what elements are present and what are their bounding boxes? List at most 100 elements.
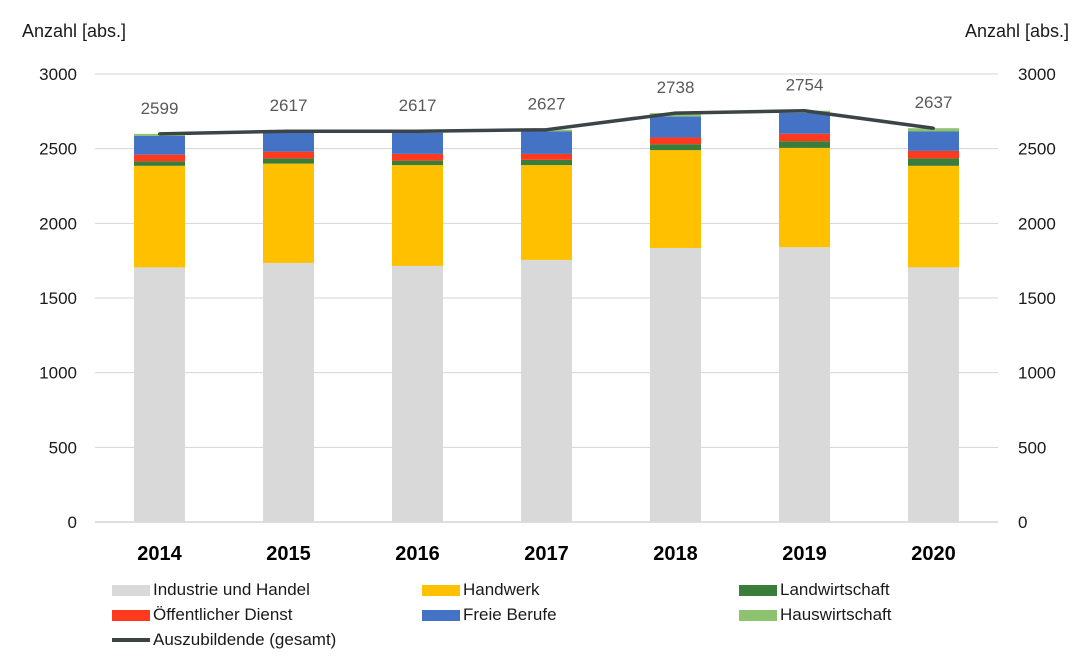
y-axis-label-left: Anzahl [abs.] bbox=[22, 21, 126, 41]
bar-segment bbox=[392, 160, 443, 166]
x-tick-label: 2017 bbox=[524, 543, 569, 565]
bar-segment bbox=[521, 165, 572, 260]
legend-label: Landwirtschaft bbox=[780, 580, 890, 599]
bar-segment bbox=[392, 153, 443, 161]
total-data-label: 2617 bbox=[270, 96, 308, 115]
bar-segment bbox=[779, 112, 830, 134]
bar-segment bbox=[650, 150, 701, 248]
y-tick-label-left: 3000 bbox=[39, 65, 77, 84]
bar-segment bbox=[263, 262, 314, 522]
bar-layer bbox=[134, 110, 959, 522]
bar-segment bbox=[521, 131, 572, 154]
legend-label: Freie Berufe bbox=[463, 605, 557, 624]
x-tick-label: 2020 bbox=[911, 543, 956, 565]
line-layer bbox=[158, 108, 935, 136]
bar-segment bbox=[521, 153, 572, 160]
total-data-label: 2627 bbox=[528, 95, 566, 114]
y-tick-label-left: 1500 bbox=[39, 289, 77, 308]
y-tick-label-left: 1000 bbox=[39, 364, 77, 383]
total-data-label: 2617 bbox=[399, 96, 437, 115]
bar-segment bbox=[908, 131, 959, 151]
x-tick-label: 2014 bbox=[137, 543, 182, 565]
legend-item-auszubildende-gesamt: Auszubildende (gesamt) bbox=[112, 628, 336, 652]
y-tick-label-left: 2500 bbox=[39, 140, 77, 159]
total-data-label: 2637 bbox=[915, 93, 953, 112]
legend-item-freie-berufe: Freie Berufe bbox=[422, 603, 557, 627]
legend-label: Hauswirtschaft bbox=[780, 605, 892, 624]
bar-segment bbox=[908, 158, 959, 166]
legend-item-hauswirtschaft: Hauswirtschaft bbox=[739, 603, 891, 627]
total-data-label: 2738 bbox=[657, 78, 695, 97]
bar-segment bbox=[650, 247, 701, 522]
bar-segment bbox=[908, 267, 959, 522]
label-layer: 0 0 500 500 1000 1000 1500 1500 2000 2000 2500 2500… bbox=[39, 65, 1056, 565]
legend-label: Öffentlicher Dienst bbox=[153, 605, 293, 624]
legend-item-industrie-und-handel: Industrie und Handel bbox=[112, 578, 310, 602]
bar-segment bbox=[779, 133, 830, 142]
bar-segment bbox=[650, 116, 701, 138]
bar-segment bbox=[521, 259, 572, 522]
legend-swatch bbox=[422, 609, 460, 621]
y-tick-label-right: 1500 bbox=[1018, 289, 1056, 308]
bar-segment bbox=[650, 137, 701, 145]
x-tick-label: 2018 bbox=[653, 543, 698, 565]
y-tick-label-right: 2000 bbox=[1018, 214, 1056, 233]
bar-segment bbox=[779, 147, 830, 248]
bar-segment bbox=[908, 128, 959, 132]
legend-swatch bbox=[422, 584, 460, 596]
legend-label: Auszubildende (gesamt) bbox=[153, 630, 337, 649]
bar-segment bbox=[134, 154, 185, 162]
legend-label: Handwerk bbox=[463, 580, 540, 599]
total-data-label: 2599 bbox=[141, 99, 179, 118]
bar-segment bbox=[908, 165, 959, 268]
total-line-point bbox=[158, 132, 161, 136]
legend: Industrie und Handel Handwerk Landwirtsc… bbox=[112, 578, 1072, 658]
bar-segment bbox=[134, 165, 185, 268]
y-tick-label-left: 500 bbox=[49, 438, 77, 457]
total-line-point bbox=[674, 111, 677, 115]
y-tick-label-right: 2500 bbox=[1018, 140, 1056, 159]
legend-item-handwerk: Handwerk bbox=[422, 578, 540, 602]
bar-segment bbox=[263, 163, 314, 263]
bar-segment bbox=[263, 158, 314, 164]
legend-item-oeffentlicher-dienst: Öffentlicher Dienst bbox=[112, 603, 293, 627]
total-line-point bbox=[287, 129, 290, 133]
bar-segment bbox=[392, 265, 443, 522]
legend-swatch bbox=[112, 584, 150, 596]
bar-segment bbox=[521, 159, 572, 166]
bar-segment bbox=[650, 144, 701, 151]
bar-segment bbox=[392, 165, 443, 266]
y-tick-label-right: 500 bbox=[1018, 438, 1046, 457]
y-tick-label-right: 0 bbox=[1018, 513, 1027, 532]
bar-segment bbox=[392, 132, 443, 154]
total-line-point bbox=[803, 109, 806, 113]
bar-segment bbox=[908, 150, 959, 159]
legend-swatch bbox=[739, 609, 777, 621]
total-line-point bbox=[416, 129, 419, 133]
legend-item-landwirtschaft: Landwirtschaft bbox=[739, 578, 890, 602]
bar-segment bbox=[134, 267, 185, 522]
y-tick-label-right: 1000 bbox=[1018, 364, 1056, 383]
total-data-label: 2754 bbox=[786, 76, 824, 95]
x-tick-label: 2019 bbox=[782, 543, 827, 565]
total-line-point bbox=[545, 128, 548, 132]
y-tick-label-right: 3000 bbox=[1018, 65, 1056, 84]
bar-segment bbox=[779, 141, 830, 148]
x-tick-label: 2015 bbox=[266, 543, 311, 565]
bar-segment bbox=[263, 151, 314, 159]
bar-segment bbox=[263, 132, 314, 152]
legend-swatch bbox=[112, 609, 150, 621]
bar-segment bbox=[134, 161, 185, 166]
x-tick-label: 2016 bbox=[395, 543, 440, 565]
legend-line-swatch bbox=[112, 638, 150, 642]
legend-label: Industrie und Handel bbox=[153, 580, 310, 599]
total-line-point bbox=[932, 126, 935, 130]
y-tick-label-left: 2000 bbox=[39, 214, 77, 233]
bar-segment bbox=[134, 135, 185, 155]
y-tick-label-left: 0 bbox=[68, 513, 77, 532]
stacked-bar-chart: 0 0 500 500 1000 1000 1500 1500 2000 2000 2500 2500… bbox=[22, 21, 1069, 565]
bar-segment bbox=[779, 247, 830, 522]
legend-swatch bbox=[739, 584, 777, 596]
y-axis-label-right: Anzahl [abs.] bbox=[965, 21, 1069, 41]
